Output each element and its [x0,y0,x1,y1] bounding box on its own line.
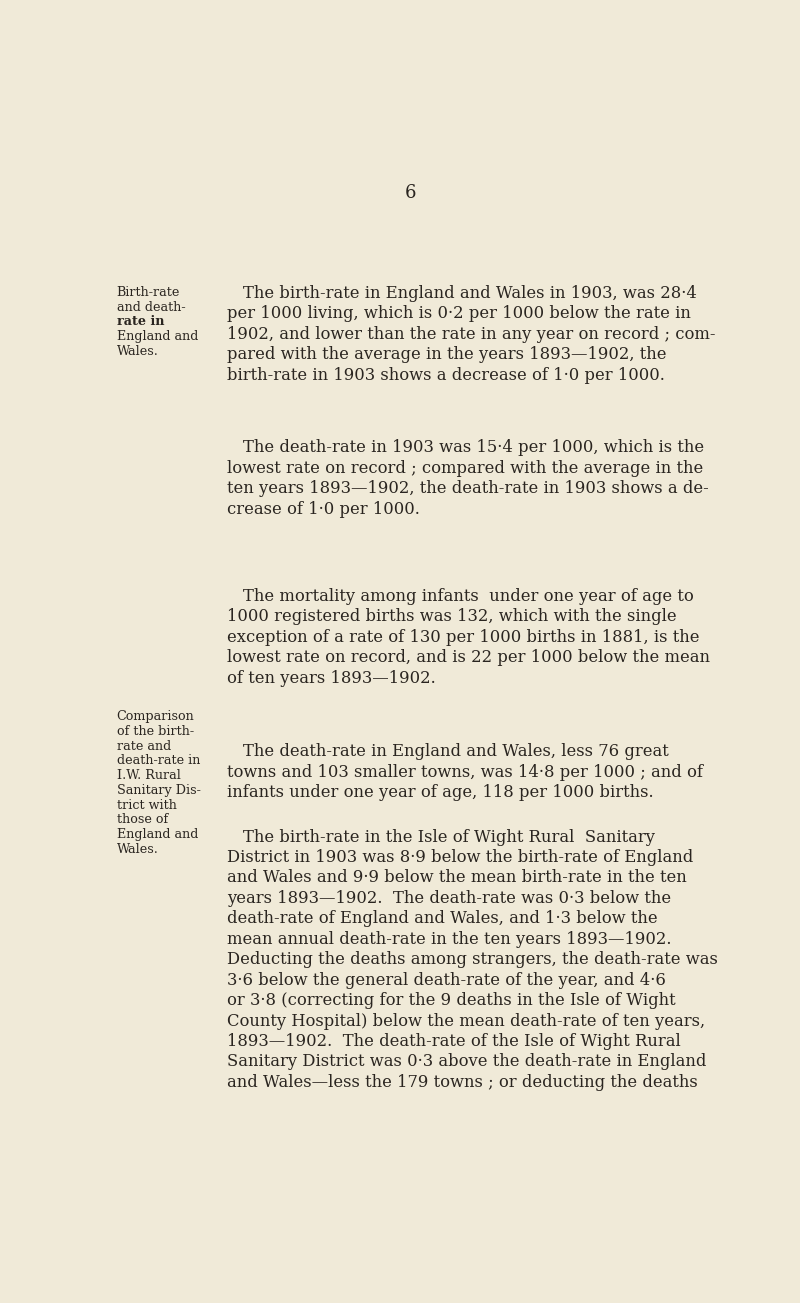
Text: and death-: and death- [117,301,186,314]
Text: per 1000 living, which is 0·2 per 1000 below the rate in: per 1000 living, which is 0·2 per 1000 b… [227,305,691,322]
Text: towns and 103 smaller towns, was 14·8 per 1000 ; and of: towns and 103 smaller towns, was 14·8 pe… [227,764,703,780]
Text: Sanitary Dis-: Sanitary Dis- [117,784,201,797]
Text: crease of 1·0 per 1000.: crease of 1·0 per 1000. [227,500,420,517]
Text: I.W. Rural: I.W. Rural [117,769,181,782]
Text: County Hospital) below the mean death-rate of ten years,: County Hospital) below the mean death-ra… [227,1012,706,1029]
Text: years 1893—1902.  The death-rate was 0·3 below the: years 1893—1902. The death-rate was 0·3 … [227,890,671,907]
Text: those of: those of [117,813,168,826]
Text: 1893—1902.  The death-rate of the Isle of Wight Rural: 1893—1902. The death-rate of the Isle of… [227,1033,681,1050]
Text: rate and: rate and [117,740,171,753]
Text: Deducting the deaths among strangers, the death-rate was: Deducting the deaths among strangers, th… [227,951,718,968]
Text: of ten years 1893—1902.: of ten years 1893—1902. [227,670,436,687]
Text: birth-rate in 1903 shows a decrease of 1·0 per 1000.: birth-rate in 1903 shows a decrease of 1… [227,366,665,383]
Text: mean annual death-rate in the ten years 1893—1902.: mean annual death-rate in the ten years … [227,930,672,947]
Text: 3·6 below the general death-rate of the year, and 4·6: 3·6 below the general death-rate of the … [227,972,666,989]
Text: 1902, and lower than the rate in any year on record ; com-: 1902, and lower than the rate in any yea… [227,326,716,343]
Text: and Wales and 9·9 below the mean birth-rate in the ten: and Wales and 9·9 below the mean birth-r… [227,869,687,886]
Text: of the birth-: of the birth- [117,724,194,737]
Text: District in 1903 was 8·9 below the birth-rate of England: District in 1903 was 8·9 below the birth… [227,850,694,866]
Text: Wales.: Wales. [117,345,158,358]
Text: trict with: trict with [117,799,177,812]
Text: Comparison: Comparison [117,710,194,723]
Text: infants under one year of age, 118 per 1000 births.: infants under one year of age, 118 per 1… [227,784,654,801]
Text: Wales.: Wales. [117,843,158,856]
Text: 6: 6 [404,185,416,202]
Text: lowest rate on record ; compared with the average in the: lowest rate on record ; compared with th… [227,460,703,477]
Text: The birth-rate in England and Wales in 1903, was 28·4: The birth-rate in England and Wales in 1… [242,285,697,302]
Text: The death-rate in 1903 was 15·4 per 1000, which is the: The death-rate in 1903 was 15·4 per 1000… [242,439,704,456]
Text: The death-rate in England and Wales, less 76 great: The death-rate in England and Wales, les… [242,743,668,760]
Text: Sanitary District was 0·3 above the death-rate in England: Sanitary District was 0·3 above the deat… [227,1053,706,1071]
Text: England and: England and [117,330,198,343]
Text: death-rate in: death-rate in [117,754,200,767]
Text: ten years 1893—1902, the death-rate in 1903 shows a de-: ten years 1893—1902, the death-rate in 1… [227,481,709,498]
Text: exception of a rate of 130 per 1000 births in 1881, is the: exception of a rate of 130 per 1000 birt… [227,628,699,646]
Text: The birth-rate in the Isle of Wight Rural  Sanitary: The birth-rate in the Isle of Wight Rura… [242,829,654,846]
Text: England and: England and [117,829,198,842]
Text: 1000 registered births was 132, which with the single: 1000 registered births was 132, which wi… [227,609,677,625]
Text: The mortality among infants  under one year of age to: The mortality among infants under one ye… [242,588,694,605]
Text: and Wales—less the 179 towns ; or deducting the deaths: and Wales—less the 179 towns ; or deduct… [227,1074,698,1091]
Text: rate in: rate in [117,315,164,328]
Text: death-rate of England and Wales, and 1·3 below the: death-rate of England and Wales, and 1·3… [227,911,658,928]
Text: or 3·8 (correcting for the 9 deaths in the Isle of Wight: or 3·8 (correcting for the 9 deaths in t… [227,992,676,1009]
Text: pared with the average in the years 1893—1902, the: pared with the average in the years 1893… [227,347,666,364]
Text: Birth-rate: Birth-rate [117,285,180,298]
Text: lowest rate on record, and is 22 per 1000 below the mean: lowest rate on record, and is 22 per 100… [227,649,710,666]
